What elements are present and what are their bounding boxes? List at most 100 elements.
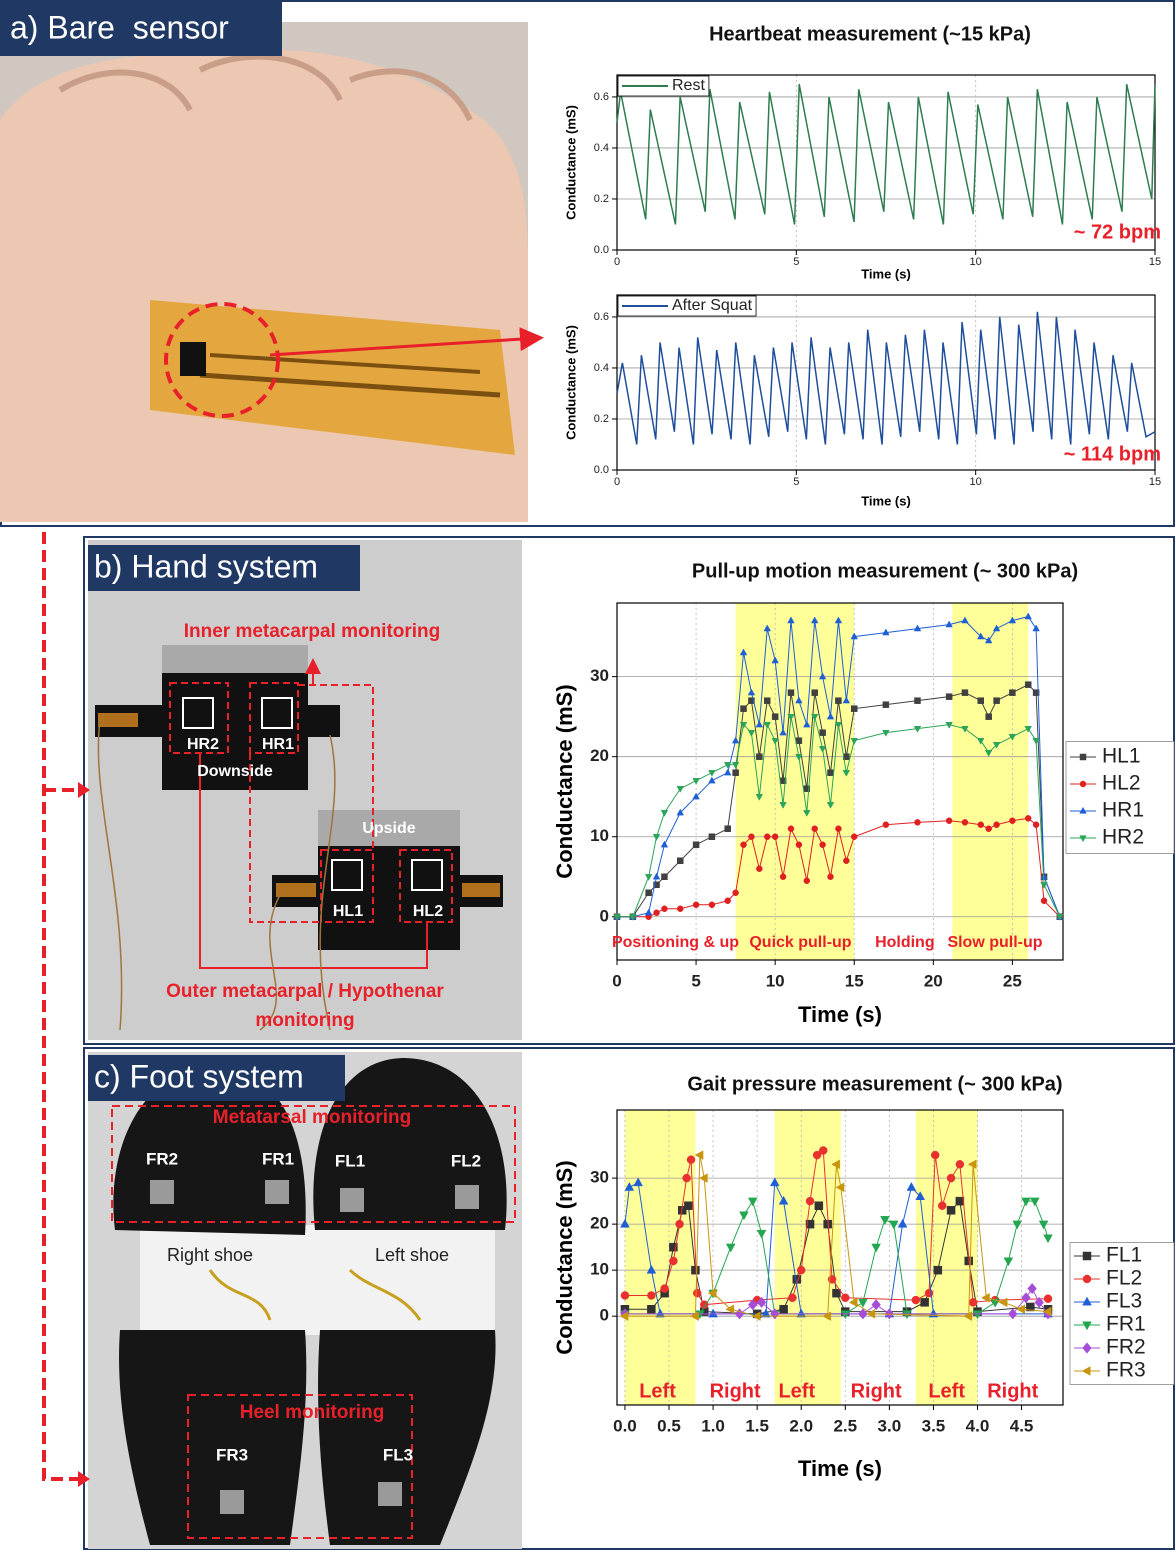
marker [788,826,794,832]
marker [653,873,660,879]
x-tick-label: 0 [614,256,620,268]
marker [881,1216,890,1224]
marker [693,842,699,848]
photo-annotation: Metatarsal monitoring [213,1107,411,1128]
x-tick-label: 5 [793,256,799,268]
y-tick-label: 0.0 [594,464,609,476]
legend-label: After Squat [672,297,753,314]
legend-label: FR2 [1106,1336,1146,1359]
marker [835,826,841,832]
marker [676,1220,684,1228]
marker [684,1202,692,1210]
marker [709,1309,718,1317]
marker [969,1298,977,1306]
marker [661,1285,669,1293]
marker [1025,815,1031,821]
marker [683,1174,691,1182]
marker [661,810,668,816]
marker [1028,1283,1037,1293]
panel-label: b) Hand system [94,548,318,584]
marker [907,1183,916,1191]
marker [788,1294,796,1302]
marker [693,902,699,908]
pad-side-label: Downside [197,763,273,780]
marker [741,842,747,848]
marker [772,714,778,720]
marker [756,866,762,872]
marker [883,702,889,708]
marker [1039,1221,1048,1229]
rate-annotation: ~ 114 bpm [1064,443,1161,465]
marker [647,1305,655,1313]
marker [999,1298,1007,1307]
marker [733,770,739,776]
y-tick-label: 0.4 [594,362,609,374]
marker [946,818,952,824]
marker [748,1198,757,1206]
marker [1044,1235,1053,1243]
marker [1044,1295,1052,1303]
marker [1009,818,1015,824]
legend-label: Rest [672,77,705,94]
sensor-label: FR2 [146,1149,178,1168]
marker [1041,898,1047,904]
legend-label: FL3 [1106,1290,1142,1313]
marker [947,1206,955,1214]
sensor-label: HR1 [262,736,294,753]
marker [1004,1258,1013,1266]
x-tick-label: 10 [766,971,785,990]
region-label: Holding [875,934,935,951]
marker [914,819,920,825]
x-tick-label: 5 [691,971,700,990]
x-tick-label: 0.5 [657,1416,681,1435]
marker [677,858,683,864]
x-axis-label: Time (s) [861,493,911,508]
y-tick-label: 0 [600,1306,609,1325]
marker [653,834,660,840]
marker [780,1305,788,1313]
marker [804,878,810,884]
sensor-label: FR3 [216,1445,248,1464]
x-tick-label: 1.5 [745,1416,769,1435]
chart-title: Heartbeat measurement (~15 kPa) [709,23,1031,45]
marker [654,910,660,916]
sensor-label: HL1 [333,903,363,920]
marker [661,841,668,847]
marker [851,834,857,840]
marker [946,694,952,700]
shoe-label: Left shoe [375,1245,449,1265]
marker [797,1266,805,1274]
marker [757,1230,766,1238]
marker [645,874,652,880]
marker [962,690,968,696]
marker [796,842,802,848]
x-tick-label: 5 [793,476,799,488]
region-label: Left [639,1380,676,1402]
chart-title: Pull-up motion measurement (~ 300 kPa) [692,560,1078,582]
y-tick-label: 30 [590,666,609,685]
legend-label: HL1 [1102,745,1141,768]
marker [1022,1198,1031,1206]
marker [986,714,992,720]
marker [994,822,1000,828]
marker [741,706,747,712]
marker [764,698,770,704]
y-tick-label: 0.4 [594,142,609,154]
shoe-label: Right shoe [167,1245,253,1265]
legend-label: FR3 [1106,1359,1146,1382]
photo-annotation: Outer metacarpal / Hypothenar [166,981,444,1002]
marker [780,874,786,880]
marker [931,1151,939,1159]
marker [812,826,818,832]
marker [724,769,731,775]
x-tick-label: 1.0 [701,1416,725,1435]
connector [44,532,78,1479]
series-line [617,312,1155,445]
y-axis-label: Conductance (mS) [563,325,578,440]
marker [938,1202,946,1210]
y-axis-label: Conductance (mS) [552,684,577,878]
marker [1083,1275,1091,1283]
region-label: Left [928,1380,965,1402]
marker [947,1174,955,1182]
marker [1041,882,1048,888]
